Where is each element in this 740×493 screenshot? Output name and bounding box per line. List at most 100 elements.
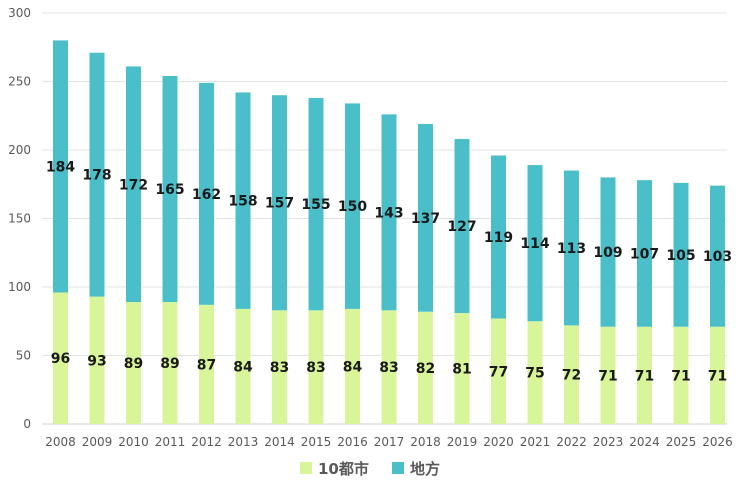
bar-segment-10-cities <box>126 302 141 424</box>
x-tick-label: 2016 <box>337 435 368 449</box>
data-label-regional: 172 <box>119 177 148 193</box>
data-label-10-cities: 83 <box>270 360 289 376</box>
bar-segment-10-cities <box>454 313 470 424</box>
y-axis-ticks: 0 50 100 150 200 250 300 <box>8 6 31 431</box>
data-label-10-cities: 87 <box>197 357 216 373</box>
data-label-10-cities: 83 <box>306 360 325 376</box>
legend: 10都市 地方 <box>300 460 440 478</box>
bar-segment-10-cities <box>637 326 652 424</box>
data-label-10-cities: 71 <box>708 368 727 384</box>
bar-segment-regional <box>53 40 68 293</box>
bar-segment-10-cities <box>308 310 324 424</box>
bar-segment-regional <box>89 52 105 297</box>
y-tick-label: 200 <box>8 143 31 157</box>
x-tick-label: 2025 <box>666 435 697 449</box>
legend-label-regional: 地方 <box>410 460 440 478</box>
data-label-10-cities: 81 <box>452 362 471 378</box>
bar-segment-regional <box>564 170 579 326</box>
bar-segment-10-cities <box>53 292 68 424</box>
data-label-regional: 137 <box>411 211 440 227</box>
bar-segment-regional <box>272 95 287 311</box>
x-tick-label: 2015 <box>301 435 332 449</box>
bar-segment-10-cities <box>564 325 579 424</box>
bar-segment-10-cities <box>710 326 725 424</box>
data-label-regional: 119 <box>484 230 513 246</box>
x-tick-label: 2022 <box>556 435 587 449</box>
bar-segment-10-cities <box>235 308 251 424</box>
data-label-10-cities: 75 <box>525 366 544 382</box>
data-label-regional: 155 <box>301 197 330 213</box>
bar-segment-10-cities <box>418 311 433 424</box>
x-tick-label: 2023 <box>593 435 624 449</box>
data-label-regional: 184 <box>46 159 75 175</box>
y-tick-label: 100 <box>8 280 31 294</box>
bar-segment-regional <box>527 165 543 322</box>
data-label-regional: 165 <box>155 182 184 198</box>
bar-segment-regional <box>637 180 652 327</box>
data-label-10-cities: 93 <box>87 353 106 369</box>
data-label-regional: 109 <box>593 245 622 261</box>
bar-segment-regional <box>491 155 506 319</box>
x-tick-label: 2024 <box>629 435 660 449</box>
x-tick-label: 2008 <box>45 435 76 449</box>
data-label-regional: 162 <box>192 187 221 203</box>
bar-segment-regional <box>345 103 360 309</box>
x-tick-label: 2021 <box>520 435 551 449</box>
data-label-regional: 113 <box>557 241 586 257</box>
data-label-regional: 178 <box>82 168 111 184</box>
bar-segment-regional <box>126 66 141 303</box>
x-tick-label: 2010 <box>118 435 149 449</box>
x-tick-label: 2009 <box>82 435 113 449</box>
data-label-regional: 127 <box>447 219 476 235</box>
data-label-10-cities: 71 <box>635 368 654 384</box>
bar-segment-10-cities <box>381 310 397 424</box>
x-tick-label: 2013 <box>228 435 259 449</box>
bar-segment-10-cities <box>600 326 616 424</box>
bar-segment-10-cities <box>491 318 506 424</box>
data-label-regional: 107 <box>630 246 659 262</box>
bar-segment-10-cities <box>673 326 689 424</box>
y-tick-label: 150 <box>8 212 31 226</box>
bar-segment-10-cities <box>345 308 360 424</box>
data-label-regional: 114 <box>520 236 549 252</box>
y-tick-label: 0 <box>23 417 31 431</box>
data-label-regional: 105 <box>666 248 695 264</box>
data-label-10-cities: 71 <box>671 368 690 384</box>
bar-segment-regional <box>199 82 214 305</box>
bar-segment-regional <box>308 97 324 311</box>
bar-segment-regional <box>418 123 433 312</box>
bar-segment-10-cities <box>272 310 287 424</box>
x-tick-label: 2012 <box>191 435 222 449</box>
data-label-regional: 143 <box>374 205 403 221</box>
bar-segment-regional <box>673 182 689 327</box>
bar-segment-regional <box>381 114 397 311</box>
data-labels: 96 184 93 178 89 172 89 165 87 162 84 158 83 157 83 155… <box>46 159 732 384</box>
data-label-10-cities: 71 <box>598 368 617 384</box>
bars <box>53 40 725 424</box>
x-tick-label: 2017 <box>374 435 405 449</box>
bar-segment-10-cities <box>527 321 543 424</box>
data-label-10-cities: 96 <box>51 351 70 367</box>
x-axis-ticks: 2008 2009 2010 2011 2012 2013 2014 2015 2016 2017… <box>45 435 733 449</box>
legend-label-10-cities: 10都市 <box>318 460 369 478</box>
bar-segment-regional <box>162 76 178 303</box>
bar-segment-regional <box>600 177 616 327</box>
bar-segment-10-cities <box>199 304 214 424</box>
data-label-10-cities: 77 <box>489 364 508 380</box>
data-label-regional: 157 <box>265 196 294 212</box>
x-tick-label: 2020 <box>483 435 514 449</box>
legend-swatch-regional <box>392 462 404 474</box>
x-tick-label: 2018 <box>410 435 441 449</box>
x-tick-label: 2026 <box>702 435 733 449</box>
bar-segment-regional <box>710 185 725 327</box>
legend-swatch-10-cities <box>300 462 312 474</box>
data-label-regional: 103 <box>703 249 732 265</box>
y-tick-label: 300 <box>8 6 31 20</box>
y-tick-label: 250 <box>8 75 31 89</box>
data-label-10-cities: 89 <box>124 356 143 372</box>
bar-segment-10-cities <box>162 302 178 424</box>
bar-segment-regional <box>454 139 470 314</box>
data-label-10-cities: 83 <box>379 360 398 376</box>
data-label-10-cities: 84 <box>343 359 363 375</box>
